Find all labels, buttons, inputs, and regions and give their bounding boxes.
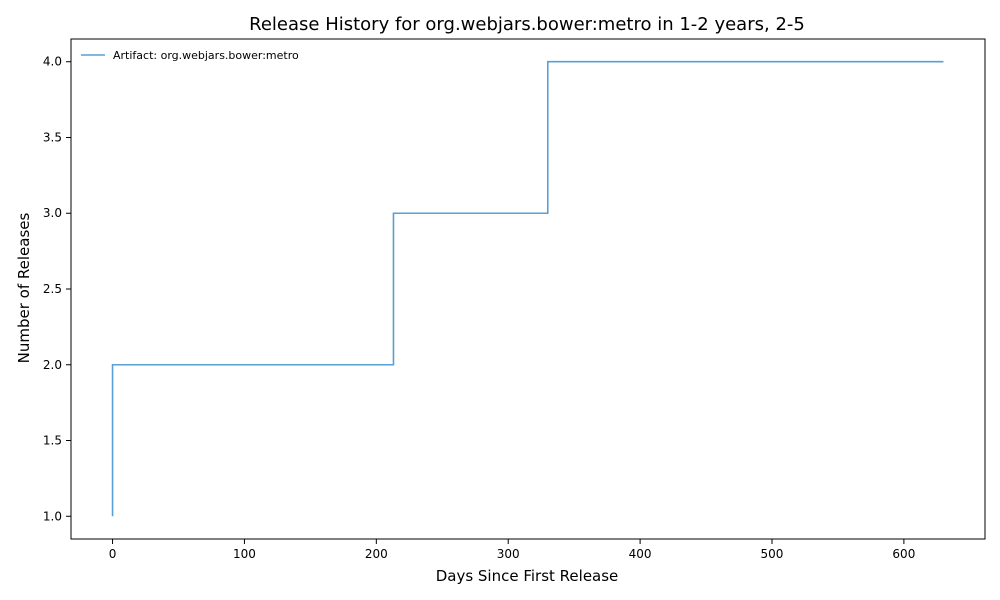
legend: Artifact: org.webjars.bower:metro [81,49,299,62]
x-tick-label: 300 [497,547,520,561]
x-tick-label: 500 [761,547,784,561]
x-tick-label: 100 [233,547,256,561]
x-tick-label: 400 [629,547,652,561]
y-tick-label: 1.0 [43,509,62,523]
chart-title: Release History for org.webjars.bower:me… [249,14,805,35]
plot-frame [70,38,986,540]
y-tick-label: 1.5 [43,434,62,448]
x-tick-label: 0 [109,547,117,561]
y-tick-label: 3.0 [43,206,62,220]
x-tick-label: 200 [365,547,388,561]
y-tick-label: 2.0 [43,358,62,372]
y-axis-label: Number of Releases [15,212,33,363]
legend-label: Artifact: org.webjars.bower:metro [113,49,299,62]
series-line-0 [111,60,944,517]
plot-area: 0 100 200 300 400 500 600 1.0 1.5 2.0 2.5 3.0 3.5 4.0 [43,38,986,561]
y-tick-label: 2.5 [43,282,62,296]
y-tick-label: 3.5 [43,130,62,144]
y-tick-label: 4.0 [43,55,62,69]
x-tick-label: 600 [892,547,915,561]
x-axis-label: Days Since First Release [436,567,619,585]
